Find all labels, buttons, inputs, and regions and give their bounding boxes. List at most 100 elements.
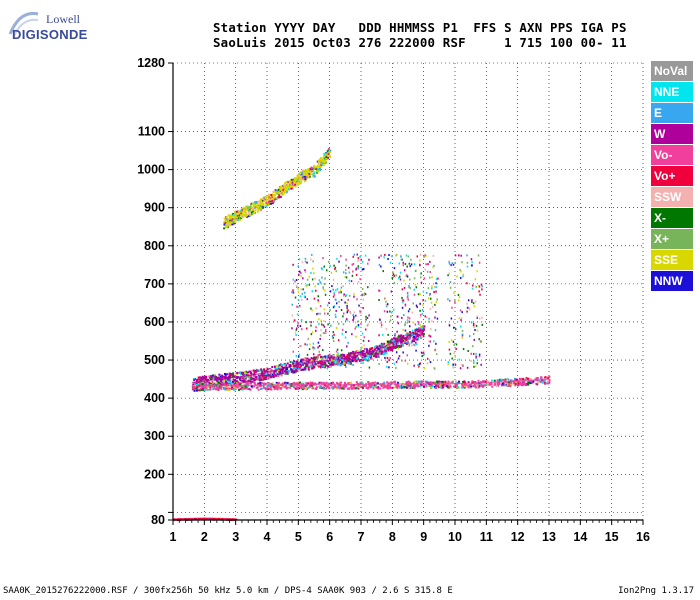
echo-point: [317, 165, 320, 168]
echo-point: [515, 378, 518, 381]
echo-point: [454, 355, 457, 358]
echo-point: [345, 258, 347, 261]
echo-point: [425, 291, 428, 294]
echo-point: [312, 346, 314, 349]
echo-point: [359, 312, 362, 315]
echo-point: [318, 279, 321, 282]
echo-point: [406, 265, 408, 268]
echo-point: [367, 323, 369, 326]
echo-point: [389, 261, 392, 264]
echo-point: [339, 387, 342, 390]
echo-point: [331, 363, 334, 366]
echo-point: [379, 321, 382, 324]
echo-point: [265, 388, 268, 391]
echo-point: [300, 288, 302, 291]
echo-point: [293, 360, 296, 363]
echo-point: [305, 175, 308, 178]
echo-point: [276, 386, 279, 389]
echo-point: [337, 363, 340, 366]
echo-point: [325, 157, 328, 160]
echo-point: [197, 376, 200, 379]
echo-point: [230, 215, 233, 218]
echo-point: [354, 351, 357, 354]
echo-point: [295, 354, 298, 357]
echo-point: [256, 203, 259, 206]
echo-point: [226, 389, 229, 392]
echo-point: [337, 339, 340, 342]
echo-point: [260, 387, 263, 390]
echo-point: [290, 384, 293, 387]
echo-point: [407, 255, 410, 258]
echo-point: [227, 383, 230, 386]
echo-point: [310, 357, 313, 360]
echo-point: [539, 380, 542, 383]
echo-point: [524, 382, 527, 385]
echo-point: [254, 383, 257, 386]
echo-point: [248, 376, 251, 379]
echo-point: [448, 272, 451, 275]
echo-point: [416, 329, 419, 332]
echo-point: [263, 378, 266, 381]
echo-point: [418, 327, 421, 330]
echo-point: [365, 351, 368, 354]
echo-point: [472, 284, 474, 287]
echo-point: [517, 382, 520, 385]
echo-point: [335, 302, 338, 305]
echo-point: [522, 377, 525, 380]
echo-point: [325, 355, 328, 358]
legend-item-ssw: SSW: [651, 187, 693, 207]
echo-point: [204, 518, 207, 521]
echo-point: [330, 324, 332, 327]
echo-point: [395, 384, 398, 387]
echo-point: [414, 323, 417, 326]
echo-point: [360, 350, 363, 353]
echo-point: [409, 330, 412, 333]
echo-point: [386, 381, 389, 384]
echo-point: [473, 362, 475, 365]
echo-point: [323, 265, 325, 268]
echo-point: [305, 285, 307, 288]
echo-point: [386, 343, 389, 346]
echo-point: [235, 210, 238, 213]
echo-point: [471, 300, 473, 303]
echo-point: [405, 386, 408, 389]
echo-point: [296, 366, 299, 369]
echo-point: [333, 363, 336, 366]
echo-point: [337, 355, 340, 358]
echo-point: [292, 371, 295, 374]
echo-point: [323, 159, 326, 162]
echo-point: [302, 384, 305, 387]
echo-point: [274, 198, 277, 201]
echo-point: [303, 357, 306, 360]
echo-point: [253, 369, 256, 372]
y-tick-label: 500: [144, 353, 165, 367]
echo-point: [473, 322, 475, 325]
echo-point: [352, 262, 355, 265]
echo-point: [413, 337, 416, 340]
echo-point: [408, 332, 411, 335]
echo-point: [342, 323, 345, 326]
echo-point: [420, 272, 422, 275]
echo-point: [414, 270, 417, 273]
echo-point: [419, 332, 422, 335]
echo-point: [251, 202, 254, 205]
echo-point: [302, 368, 305, 371]
echo-point: [204, 378, 207, 381]
echo-point: [294, 370, 297, 373]
echo-point: [223, 221, 226, 224]
echo-point: [394, 347, 397, 350]
echo-point: [382, 386, 385, 389]
echo-point: [287, 188, 290, 191]
echo-point: [342, 271, 345, 274]
legend-item-w: W: [651, 124, 693, 144]
echo-point: [367, 357, 370, 360]
echo-point: [421, 327, 424, 330]
echo-point: [429, 276, 431, 279]
echo-point: [243, 379, 246, 382]
echo-point: [202, 377, 205, 380]
echo-point: [293, 370, 296, 373]
echo-point: [267, 385, 270, 388]
echo-point: [277, 367, 280, 370]
echo-point: [548, 379, 551, 382]
echo-point: [406, 332, 409, 335]
